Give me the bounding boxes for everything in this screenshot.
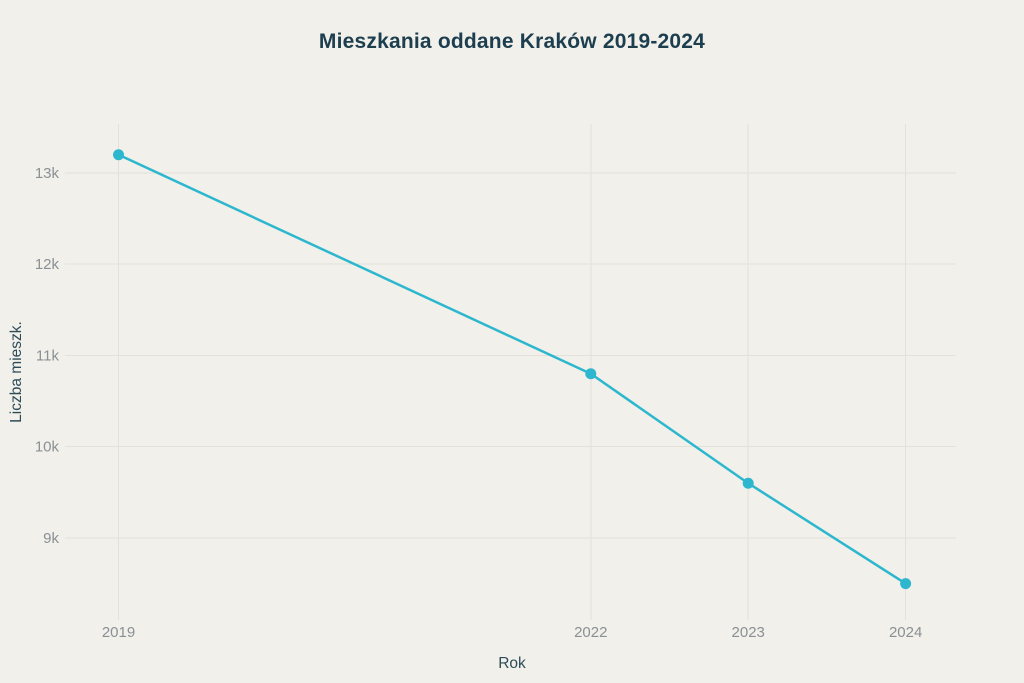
data-point bbox=[585, 368, 597, 380]
y-tick-label: 11k bbox=[36, 347, 60, 364]
y-tick-label: 10k bbox=[35, 439, 60, 456]
y-tick-label: 12k bbox=[35, 256, 60, 273]
x-tick-label: 2024 bbox=[889, 624, 922, 641]
y-tick-label: 9k bbox=[43, 530, 59, 547]
x-axis-title: Rok bbox=[498, 655, 526, 672]
x-tick-label: 2019 bbox=[102, 624, 135, 641]
y-tick-label: 13k bbox=[35, 165, 60, 182]
x-tick-label: 2023 bbox=[732, 624, 765, 641]
data-point bbox=[113, 149, 125, 161]
x-tick-label: 2022 bbox=[574, 624, 607, 641]
data-point bbox=[742, 477, 754, 489]
data-line bbox=[117, 153, 907, 585]
chart-title: Mieszkania oddane Kraków 2019-2024 bbox=[318, 30, 706, 53]
y-axis-title: Liczba mieszk. bbox=[8, 321, 25, 423]
data-point bbox=[900, 578, 912, 590]
